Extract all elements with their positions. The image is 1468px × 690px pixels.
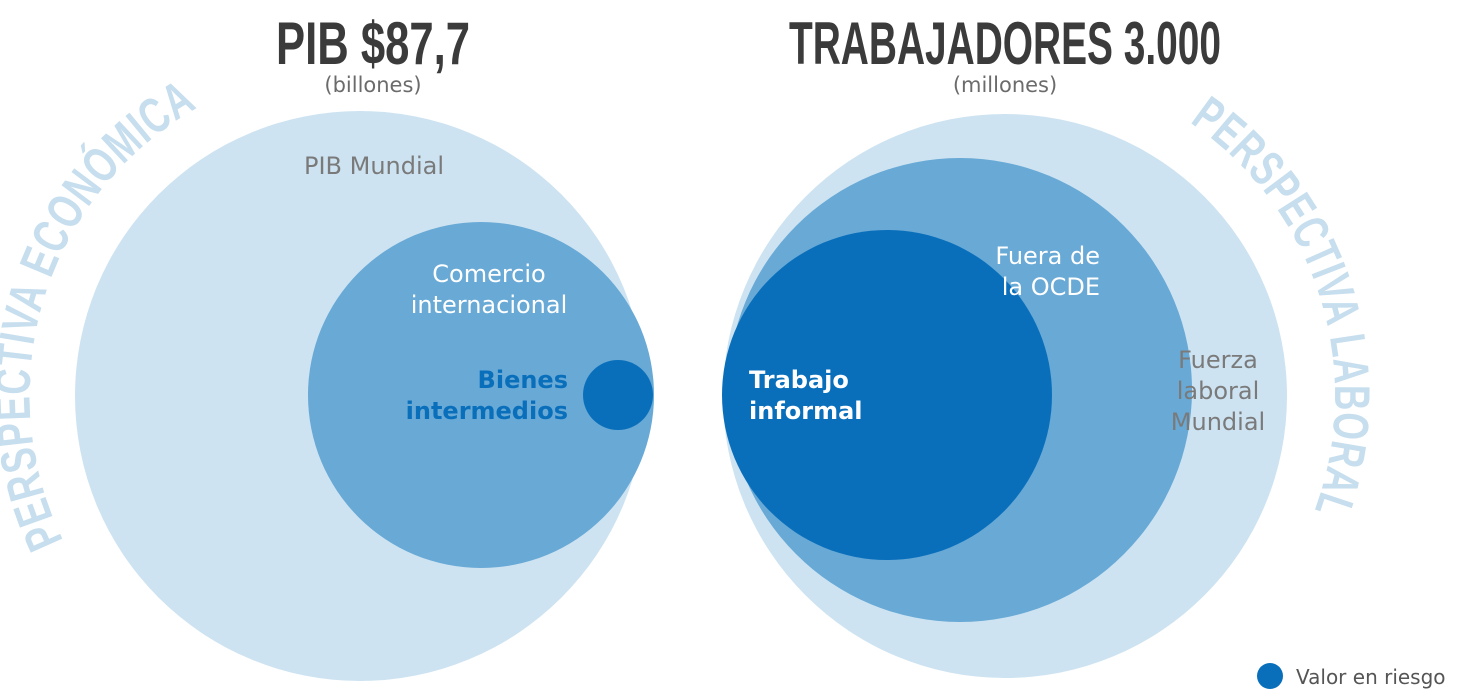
inner-circle	[583, 360, 653, 430]
circle-label: la OCDE	[1002, 273, 1100, 301]
circle-label: Comercio	[432, 260, 545, 288]
circle-label: Bienes	[478, 366, 568, 394]
legend-swatch	[1257, 663, 1283, 689]
legend-label: Valor en riesgo	[1296, 665, 1446, 689]
unit: (millones)	[953, 73, 1057, 97]
unit: (billones)	[324, 73, 421, 97]
circle-label: informal	[749, 397, 863, 425]
circle-label: Fuera de	[995, 242, 1100, 270]
circle-label: laboral	[1177, 377, 1260, 405]
title: TRABAJADORES 3.000	[789, 10, 1221, 77]
circle-label: PIB Mundial	[304, 152, 444, 180]
circle-label: internacional	[411, 291, 568, 319]
middle-circle	[308, 222, 654, 568]
circle-label: Fuerza	[1178, 346, 1258, 374]
title: PIB $87,7	[276, 10, 470, 77]
circle-label: Mundial	[1171, 408, 1265, 436]
circle-label: Trabajo	[749, 366, 849, 394]
inner-circle	[722, 230, 1052, 560]
circle-label: intermedios	[406, 397, 568, 425]
